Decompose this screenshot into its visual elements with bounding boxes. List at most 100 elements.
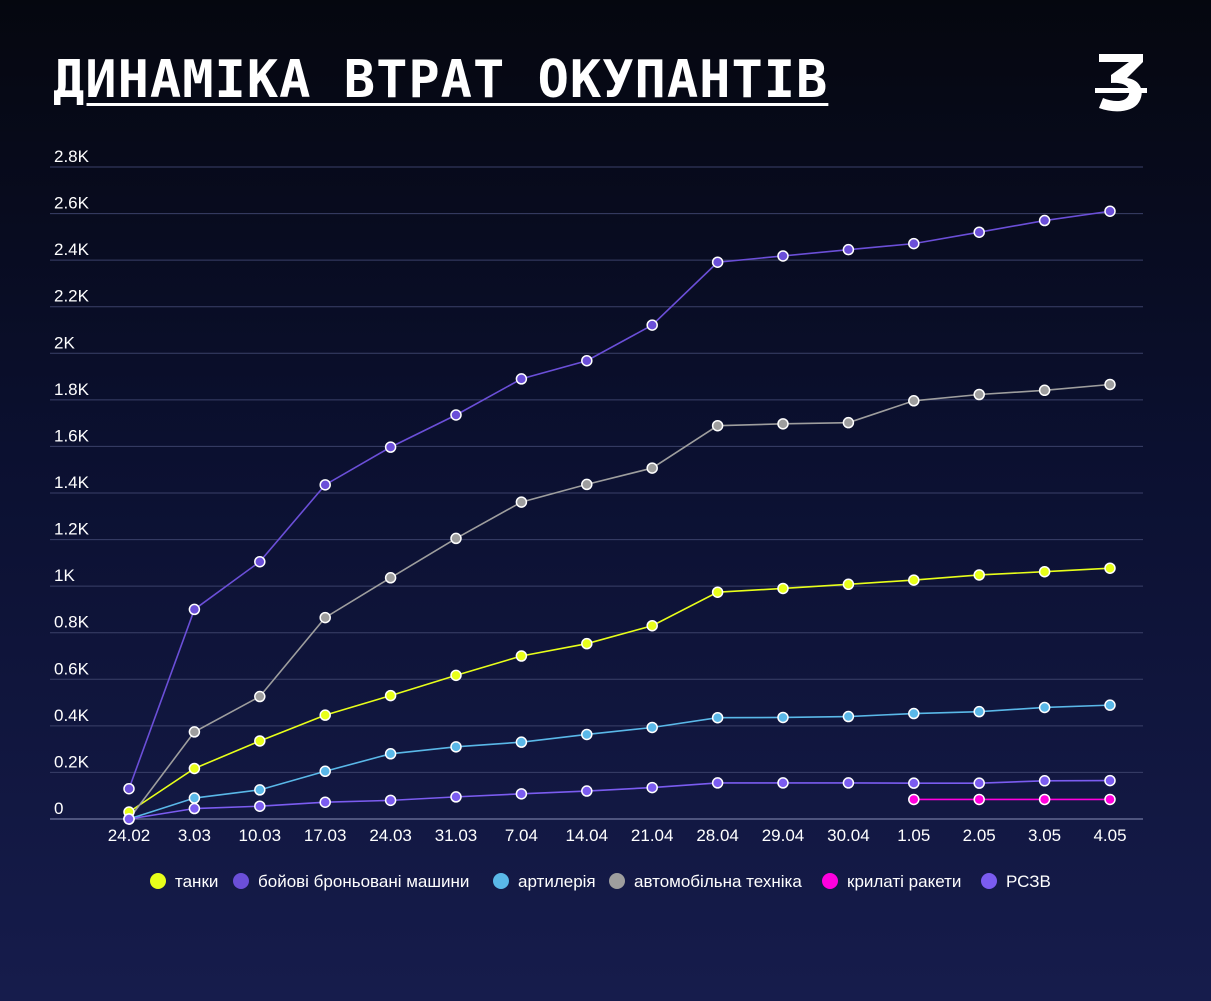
data-point: [973, 569, 985, 581]
data-point: [711, 256, 724, 268]
data-point: [188, 792, 201, 804]
legend-label: бойові броньовані машини: [258, 872, 469, 891]
legend-item: бойові броньовані машини: [233, 872, 469, 891]
y-tick-label: 0.2K: [54, 752, 90, 771]
x-axis-ticks: 24.02 3.03 10.03 17.03 24.03 31.03 7.04 14.04 21…: [108, 826, 1127, 845]
data-point: [254, 690, 266, 703]
data-point: [842, 777, 855, 789]
series-line: [128, 704, 1111, 820]
legend-label: РСЗВ: [1006, 872, 1051, 891]
data-point: [908, 574, 920, 586]
data-point: [384, 794, 397, 807]
zbroya-logo-icon: [1095, 54, 1147, 112]
series-lines: [128, 210, 1111, 820]
x-tick-label: 4.05: [1093, 826, 1126, 845]
data-point: [1104, 205, 1116, 217]
y-tick-label: 1.2K: [54, 520, 90, 539]
data-point: [973, 388, 985, 401]
page-title: ДИНАМІКА ВТРАТ ОКУПАНТІВ: [53, 50, 829, 110]
data-point: [450, 669, 462, 682]
data-point: [842, 243, 855, 256]
legend-item: РСЗВ: [981, 872, 1051, 891]
series-points: [123, 205, 1116, 825]
y-tick-label: 2.8K: [54, 147, 90, 166]
data-point: [646, 619, 658, 632]
data-point: [319, 796, 331, 808]
legend-item: крилаті ракети: [822, 872, 961, 891]
y-tick-label: 2K: [54, 333, 75, 352]
x-tick-label: 24.03: [369, 826, 412, 845]
x-tick-label: 1.05: [897, 826, 930, 845]
data-point: [777, 250, 789, 262]
data-point: [1038, 384, 1051, 397]
data-point: [188, 802, 201, 815]
x-tick-label: 17.03: [304, 826, 347, 845]
data-point: [188, 603, 201, 616]
data-point: [1104, 378, 1116, 391]
legend-label: танки: [175, 872, 218, 891]
data-point: [581, 728, 593, 741]
x-tick-label: 24.02: [108, 826, 151, 845]
data-point: [908, 793, 920, 806]
y-axis-ticks: 0 0.2K 0.4K 0.6K 0.8K 1K 1.2K 1.4K 1.6K 1.8K 2K 2.2…: [54, 147, 90, 818]
legend-swatch: [493, 873, 509, 889]
data-point: [581, 637, 593, 650]
x-tick-label: 7.04: [505, 826, 538, 845]
data-point: [254, 555, 266, 568]
x-tick-label: 3.05: [1028, 826, 1061, 845]
series-line: [128, 779, 1111, 820]
y-tick-label: 1.4K: [54, 473, 90, 492]
data-point: [515, 373, 528, 385]
data-point: [973, 705, 985, 718]
data-point: [1104, 562, 1116, 574]
legend-item: артилерія: [493, 872, 596, 891]
x-tick-label: 3.03: [178, 826, 211, 845]
data-point: [973, 226, 985, 238]
data-point: [908, 237, 920, 250]
data-point: [646, 721, 658, 734]
data-point: [711, 711, 724, 724]
data-point: [908, 395, 920, 407]
y-tick-label: 0: [54, 799, 63, 818]
legend-swatch: [150, 873, 166, 889]
x-tick-label: 28.04: [696, 826, 739, 845]
data-point: [450, 409, 462, 421]
data-point: [646, 781, 658, 794]
data-point: [188, 762, 201, 775]
data-point: [1104, 793, 1116, 806]
data-point: [711, 419, 724, 432]
data-point: [581, 354, 593, 367]
legend-swatch: [609, 873, 625, 889]
data-point: [646, 462, 658, 474]
legend-item: автомобільна техніка: [609, 872, 802, 891]
data-point: [973, 777, 985, 789]
x-tick-label: 21.04: [631, 826, 674, 845]
legend-swatch: [233, 873, 249, 889]
series-line: [128, 567, 1111, 813]
data-point: [384, 689, 397, 702]
data-point: [1038, 565, 1051, 578]
y-tick-label: 2.4K: [54, 240, 90, 259]
data-point: [1104, 774, 1116, 787]
data-point: [515, 736, 528, 748]
y-tick-label: 1.6K: [54, 426, 90, 445]
data-point: [842, 710, 855, 723]
y-tick-label: 1K: [54, 566, 75, 585]
data-point: [319, 765, 331, 778]
y-tick-label: 1.8K: [54, 380, 90, 399]
y-tick-label: 2.2K: [54, 287, 90, 306]
legend-swatch: [981, 873, 997, 889]
data-point: [711, 777, 724, 789]
chart-legend: танки бойові броньовані машини артилерія ав…: [150, 872, 1051, 891]
data-point: [515, 650, 528, 662]
data-point: [254, 735, 266, 747]
data-point: [1038, 775, 1051, 787]
y-tick-label: 2.6K: [54, 194, 90, 213]
x-tick-label: 31.03: [435, 826, 478, 845]
data-point: [711, 586, 724, 598]
data-point: [384, 441, 397, 453]
legend-label: автомобільна техніка: [634, 872, 802, 891]
data-point: [908, 707, 920, 720]
data-point: [973, 793, 985, 806]
x-tick-label: 29.04: [762, 826, 805, 845]
